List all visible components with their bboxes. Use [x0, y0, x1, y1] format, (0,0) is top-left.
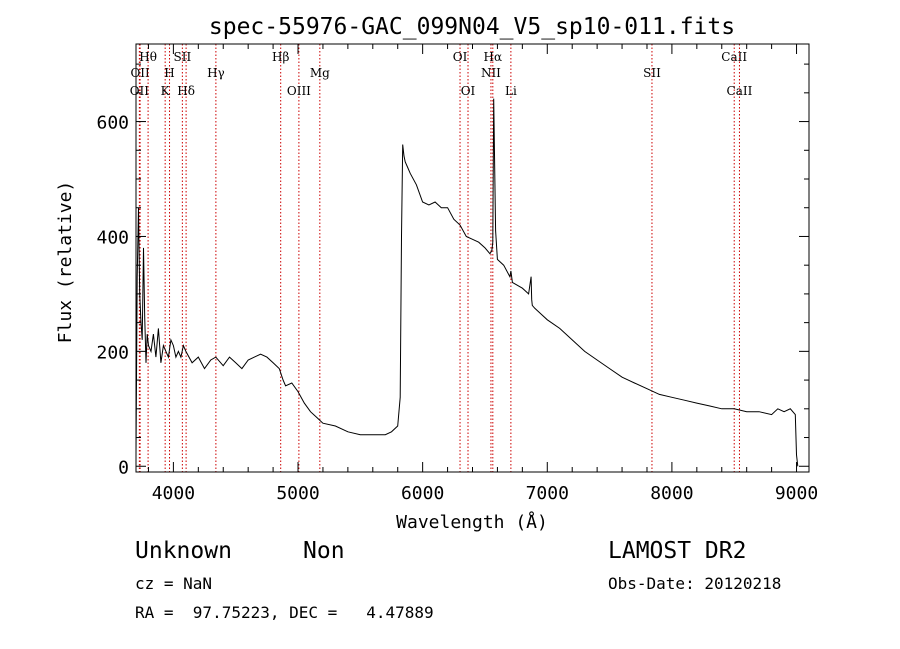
plot-frame	[135, 43, 810, 473]
subclass: Non	[303, 538, 345, 564]
line-marker-label-2: Hθ	[139, 50, 157, 64]
y-tick-label-3: 600	[96, 113, 129, 134]
line-marker-label-5: SII	[174, 50, 192, 64]
y-axis-label: Flux (relative)	[55, 181, 76, 344]
line-marker-label-11: OI	[453, 50, 468, 64]
coordinates: RA = 97.75223, DEC = 4.47889	[135, 603, 434, 622]
line-marker-label-1: OII	[130, 66, 150, 80]
survey-name: LAMOST DR2	[608, 538, 747, 564]
line-marker-label-3: K	[161, 84, 171, 98]
x-tick-label-2: 6000	[401, 483, 444, 504]
line-marker-label-4: H	[164, 66, 174, 80]
x-tick-label-4: 8000	[650, 483, 693, 504]
line-marker-label-8: Hβ	[272, 50, 289, 64]
line-marker-label-17: CaII	[721, 50, 747, 64]
line-marker-label-12: OI	[461, 84, 476, 98]
line-marker-label-7: Hγ	[207, 66, 225, 80]
line-marker-label-16: SII	[643, 66, 661, 80]
y-tick-label-2: 400	[96, 227, 129, 248]
x-tick-label-5: 9000	[775, 483, 818, 504]
x-tick-label-3: 7000	[526, 483, 569, 504]
line-markers: OIIOIIHθKHSIIHδHγHβOIIIMgOIOINIIHαLiSIIC…	[130, 44, 753, 472]
spectrum-line-0	[135, 98, 799, 467]
chart-title: spec-55976-GAC_099N04_V5_sp10-011.fits	[209, 14, 735, 40]
x-axis-label: Wavelength (Å)	[396, 511, 548, 533]
x-tick-label-1: 5000	[276, 483, 319, 504]
y-tick-label-1: 200	[96, 342, 129, 363]
redshift-cz: cz = NaN	[135, 574, 213, 593]
line-marker-label-14: Hα	[484, 50, 503, 64]
spectrum-chart: spec-55976-GAC_099N04_V5_sp10-011.fits O…	[55, 14, 818, 533]
y-axis: 0 200 400 600	[96, 63, 809, 478]
x-axis: 4000 5000 6000 7000 8000 9000	[147, 44, 818, 504]
y-tick-label-0: 0	[118, 457, 129, 478]
line-marker-label-10: Mg	[310, 66, 330, 80]
line-marker-label-15: Li	[505, 84, 517, 98]
line-marker-label-18: CaII	[727, 84, 753, 98]
line-marker-label-13: NII	[481, 66, 501, 80]
line-marker-label-0: OII	[130, 84, 150, 98]
class-name: Unknown	[135, 538, 232, 564]
obs-date: Obs-Date: 20120218	[608, 574, 782, 593]
x-tick-label-0: 4000	[152, 483, 195, 504]
spectrum-series	[135, 98, 799, 467]
line-marker-label-9: OIII	[287, 84, 311, 98]
line-marker-label-6: Hδ	[177, 84, 195, 98]
